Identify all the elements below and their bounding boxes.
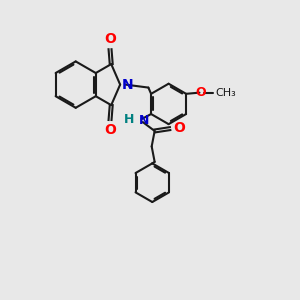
Text: O: O [104, 123, 116, 137]
Text: O: O [196, 86, 206, 99]
Text: O: O [104, 32, 116, 46]
Text: CH₃: CH₃ [215, 88, 236, 98]
Text: N: N [122, 78, 134, 92]
Text: H: H [124, 113, 135, 126]
Text: O: O [173, 121, 185, 135]
Text: N: N [139, 114, 150, 127]
